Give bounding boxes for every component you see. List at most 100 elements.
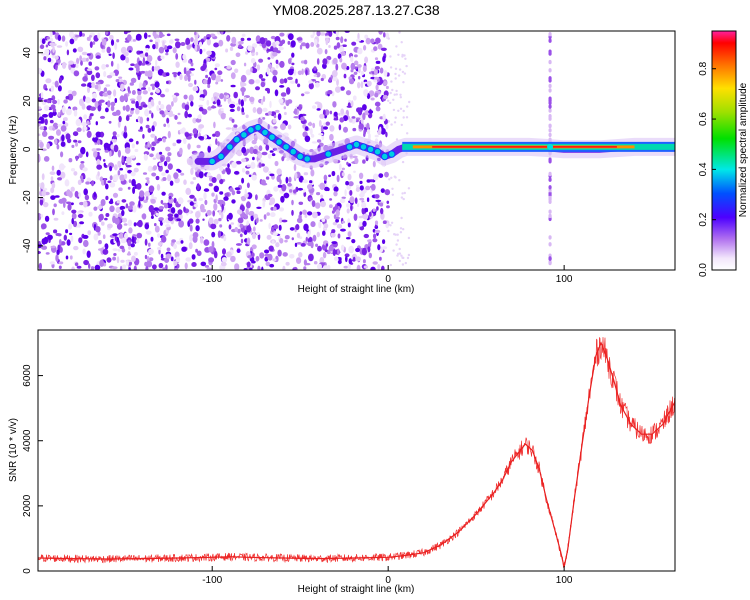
- noise-blob: [396, 233, 399, 236]
- noise-blob: [363, 233, 369, 239]
- noise-blob: [73, 139, 78, 143]
- noise-blob: [219, 224, 223, 228]
- noise-blob: [341, 62, 347, 70]
- noise-blob: [325, 39, 330, 42]
- noise-blob: [116, 200, 121, 204]
- noise-blob: [152, 44, 156, 50]
- noise-blob: [243, 62, 247, 67]
- noise-blob: [368, 252, 372, 259]
- noise-blob: [112, 52, 115, 59]
- noise-blob: [312, 211, 318, 219]
- noise-blob: [333, 45, 338, 50]
- noise-blob: [372, 160, 376, 168]
- noise-blob: [65, 255, 69, 260]
- noise-blob: [307, 122, 313, 126]
- noise-blob: [359, 180, 363, 185]
- noise-blob: [399, 107, 403, 111]
- noise-blob: [102, 248, 109, 255]
- noise-blob: [380, 207, 384, 215]
- noise-blob: [154, 135, 157, 143]
- noise-blob: [160, 200, 164, 204]
- noise-blob: [360, 189, 366, 196]
- noise-blob: [122, 106, 126, 111]
- noise-blob: [219, 178, 224, 185]
- noise-blob: [347, 231, 352, 238]
- noise-blob: [406, 132, 409, 135]
- ridge-point: [282, 143, 290, 151]
- noise-blob: [82, 248, 86, 255]
- noise-blob: [133, 265, 137, 270]
- noise-blob: [176, 218, 182, 222]
- noise-blob: [198, 136, 204, 140]
- noise-blob: [349, 189, 353, 196]
- noise-blob: [91, 148, 97, 152]
- ridge-point: [381, 152, 389, 161]
- noise-blob: [75, 118, 82, 127]
- x-tick-label: -100: [202, 575, 222, 586]
- noise-blob: [133, 222, 137, 227]
- noise-blob: [355, 256, 361, 262]
- noise-blob: [184, 110, 189, 119]
- ridge-point: [217, 152, 225, 161]
- noise-blob: [365, 185, 371, 191]
- noise-blob: [38, 213, 42, 221]
- noise-blob: [207, 145, 211, 153]
- noise-blob: [145, 196, 149, 201]
- noise-blob: [136, 183, 142, 190]
- snr-x-label: Height of straight line (km): [298, 584, 415, 595]
- noise-blob: [127, 205, 133, 210]
- noise-blob: [287, 124, 292, 130]
- noise-blob: [401, 70, 405, 74]
- noise-blob: [225, 167, 229, 172]
- noise-blob: [377, 43, 383, 50]
- noise-blob: [368, 133, 371, 140]
- noise-blob: [294, 108, 298, 115]
- ridge-point: [275, 138, 283, 146]
- noise-blob: [121, 248, 126, 253]
- noise-blob: [125, 56, 130, 64]
- noise-blob: [173, 260, 178, 267]
- noise-blob: [174, 115, 178, 120]
- noise-blob: [238, 44, 242, 48]
- noise-blob: [310, 169, 315, 177]
- noise-blob: [374, 101, 381, 107]
- noise-blob: [174, 213, 179, 218]
- noise-blob: [362, 220, 367, 227]
- noise-blob: [231, 199, 236, 204]
- noise-blob: [73, 109, 78, 117]
- noise-blob: [259, 37, 266, 45]
- noise-blob: [109, 175, 113, 181]
- noise-blob: [162, 202, 168, 206]
- noise-blob: [63, 117, 68, 122]
- noise-blob: [383, 70, 388, 77]
- noise-blob: [305, 236, 308, 243]
- noise-blob: [159, 151, 163, 155]
- noise-blob: [106, 90, 112, 96]
- noise-blob: [99, 115, 106, 119]
- noise-blob: [214, 96, 217, 100]
- noise-blob: [74, 190, 79, 198]
- noise-blob: [148, 257, 154, 262]
- noise-blob: [312, 122, 316, 129]
- noise-blob: [118, 115, 122, 123]
- noise-blob: [141, 87, 147, 90]
- noise-blob: [145, 60, 150, 65]
- noise-blob: [68, 191, 73, 198]
- noise-blob: [110, 60, 114, 67]
- noise-blob: [305, 42, 310, 49]
- noise-blob: [148, 242, 151, 247]
- noise-blob: [213, 218, 219, 225]
- noise-blob: [373, 233, 377, 239]
- noise-blob: [258, 74, 263, 79]
- noise-blob: [78, 192, 81, 198]
- noise-blob: [161, 235, 167, 243]
- noise-blob: [196, 183, 200, 191]
- noise-blob: [116, 39, 120, 43]
- noise-blob: [297, 70, 303, 76]
- noise-blob: [374, 57, 379, 61]
- noise-blob: [350, 62, 356, 70]
- impulse-blob: [548, 59, 552, 65]
- noise-blob: [146, 55, 153, 62]
- noise-blob: [279, 60, 285, 68]
- noise-blob: [314, 82, 320, 88]
